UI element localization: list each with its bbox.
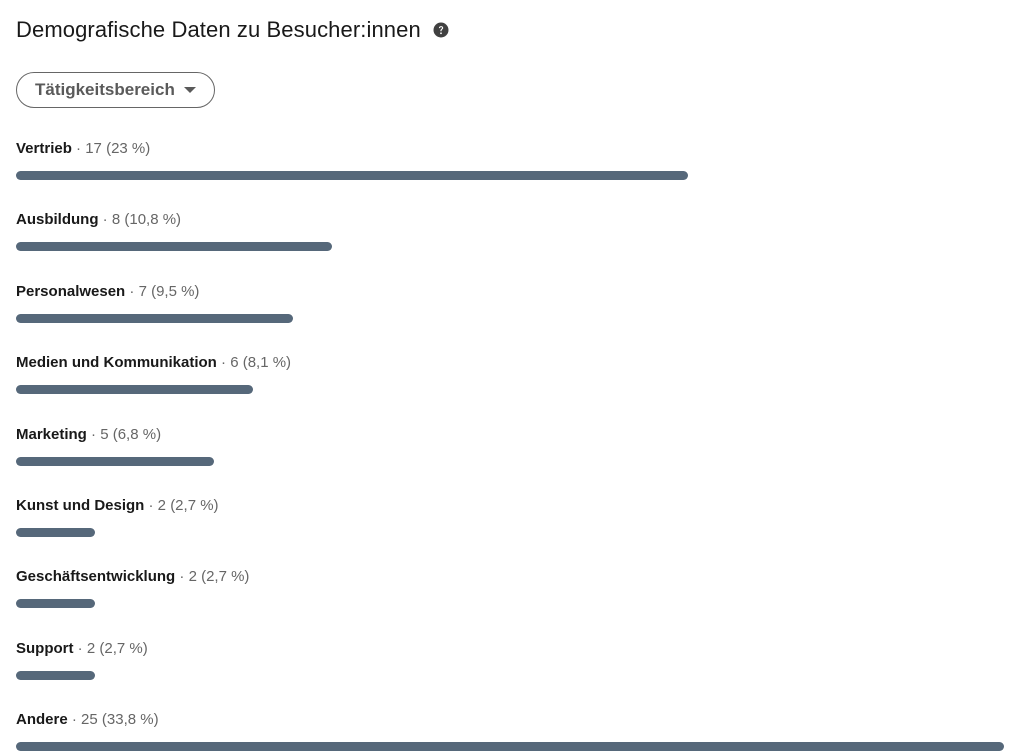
list-item: Support · 2 (2,7 %) xyxy=(16,637,1006,708)
filter-dropdown-button[interactable]: Tätigkeitsbereich xyxy=(16,72,215,108)
list-item-text: Medien und Kommunikation · 6 (8,1 %) xyxy=(16,354,291,371)
bar-fill xyxy=(16,242,333,252)
bar-fill xyxy=(16,456,214,466)
bar-fill xyxy=(16,670,96,680)
list-item-separator: · xyxy=(175,568,189,586)
list-item-separator: · xyxy=(73,639,87,657)
list-item-label: Andere xyxy=(16,711,68,729)
list-item-label: Medien und Kommunikation xyxy=(16,354,217,372)
list-item-text: Geschäftsentwicklung · 2 (2,7 %) xyxy=(16,568,249,585)
bar-track xyxy=(16,171,1004,180)
list-item-percent: (2,7 %) xyxy=(99,639,148,657)
list-item-count: 8 xyxy=(111,211,121,229)
list-item-separator: · xyxy=(98,211,112,229)
question-circle-icon[interactable] xyxy=(433,22,449,38)
list-item-separator: · xyxy=(125,282,139,300)
bar-fill xyxy=(16,742,1004,752)
list-item-percent: (2,7 %) xyxy=(170,496,219,514)
list-item-count: 2 xyxy=(157,496,167,514)
list-item-text: Vertrieb · 17 (23 %) xyxy=(16,140,150,157)
list-item-percent: (6,8 %) xyxy=(112,425,162,443)
bar-fill xyxy=(16,313,293,323)
caret-down-icon xyxy=(183,87,196,93)
list-item-percent: (8,1 %) xyxy=(242,354,292,372)
bar-track xyxy=(16,742,1004,752)
list-item-count: 5 xyxy=(100,425,109,443)
list-item-label: Personalwesen xyxy=(16,282,126,300)
list-item-percent: (10,8 %) xyxy=(124,211,182,229)
demographics-list: Vertrieb · 17 (23 %) Ausbildung · 8 (10,8… xyxy=(16,137,1006,752)
list-item-count: 7 xyxy=(138,282,147,300)
bar-fill xyxy=(16,599,96,609)
list-item-count: 25 xyxy=(81,711,98,729)
list-item-label: Ausbildung xyxy=(16,211,99,229)
list-item: Marketing · 5 (6,8 %) xyxy=(16,423,1006,494)
list-item-count: 6 xyxy=(230,354,239,372)
list-item-percent: (33,8 %) xyxy=(101,711,159,729)
list-item-separator: · xyxy=(216,354,231,372)
bar-fill xyxy=(16,385,254,395)
page-title: Demografische Daten zu Besucher:innen xyxy=(16,17,421,42)
list-item-label: Marketing xyxy=(16,425,87,443)
list-item-percent: (23 %) xyxy=(106,140,151,157)
bar-fill xyxy=(16,527,96,537)
bar-track xyxy=(16,599,1004,609)
list-item: Medien und Kommunikation · 6 (8,1 %) xyxy=(16,351,1006,422)
bar-track xyxy=(16,456,1004,466)
list-item-text: Marketing · 5 (6,8 %) xyxy=(16,426,161,443)
list-item: Ausbildung · 8 (10,8 %) xyxy=(16,208,1006,279)
list-item: Geschäftsentwicklung · 2 (2,7 %) xyxy=(16,565,1006,636)
bar-track xyxy=(16,527,1004,537)
filter-dropdown-label: Tätigkeitsbereich xyxy=(35,80,175,99)
bar-track xyxy=(16,242,1004,252)
list-item-text: Kunst und Design · 2 (2,7 %) xyxy=(16,497,219,514)
list-item-label: Kunst und Design xyxy=(16,496,145,514)
list-item: Personalwesen · 7 (9,5 %) xyxy=(16,280,1006,351)
list-item: Kunst und Design · 2 (2,7 %) xyxy=(16,494,1006,565)
list-item-label: Vertrieb xyxy=(16,140,72,157)
list-item-text: Support · 2 (2,7 %) xyxy=(16,640,148,657)
list-item-count: 2 xyxy=(86,639,96,657)
bar-track xyxy=(16,385,1004,395)
list-item-label: Support xyxy=(16,639,74,657)
bar-track xyxy=(16,670,1004,680)
list-item-text: Personalwesen · 7 (9,5 %) xyxy=(16,283,199,300)
list-item-percent: (2,7 %) xyxy=(201,568,250,586)
list-item-text: Ausbildung · 8 (10,8 %) xyxy=(16,211,181,228)
list-item-label: Geschäftsentwicklung xyxy=(16,568,176,586)
section-header: Demografische Daten zu Besucher:innen xyxy=(16,14,449,46)
list-item-separator: · xyxy=(144,496,158,514)
bar-track xyxy=(16,313,1004,323)
list-item: Vertrieb · 17 (23 %) xyxy=(16,137,1006,208)
list-item-count: 2 xyxy=(188,568,197,586)
list-item-separator: · xyxy=(67,711,82,729)
list-item-separator: · xyxy=(71,140,86,157)
list-item-separator: · xyxy=(86,425,101,443)
list-item: Andere · 25 (33,8 %) xyxy=(16,708,1006,752)
list-item-text: Andere · 25 (33,8 %) xyxy=(16,711,159,728)
list-item-count: 17 xyxy=(85,140,102,157)
list-item-percent: (9,5 %) xyxy=(151,282,200,300)
bar-fill xyxy=(16,171,688,180)
